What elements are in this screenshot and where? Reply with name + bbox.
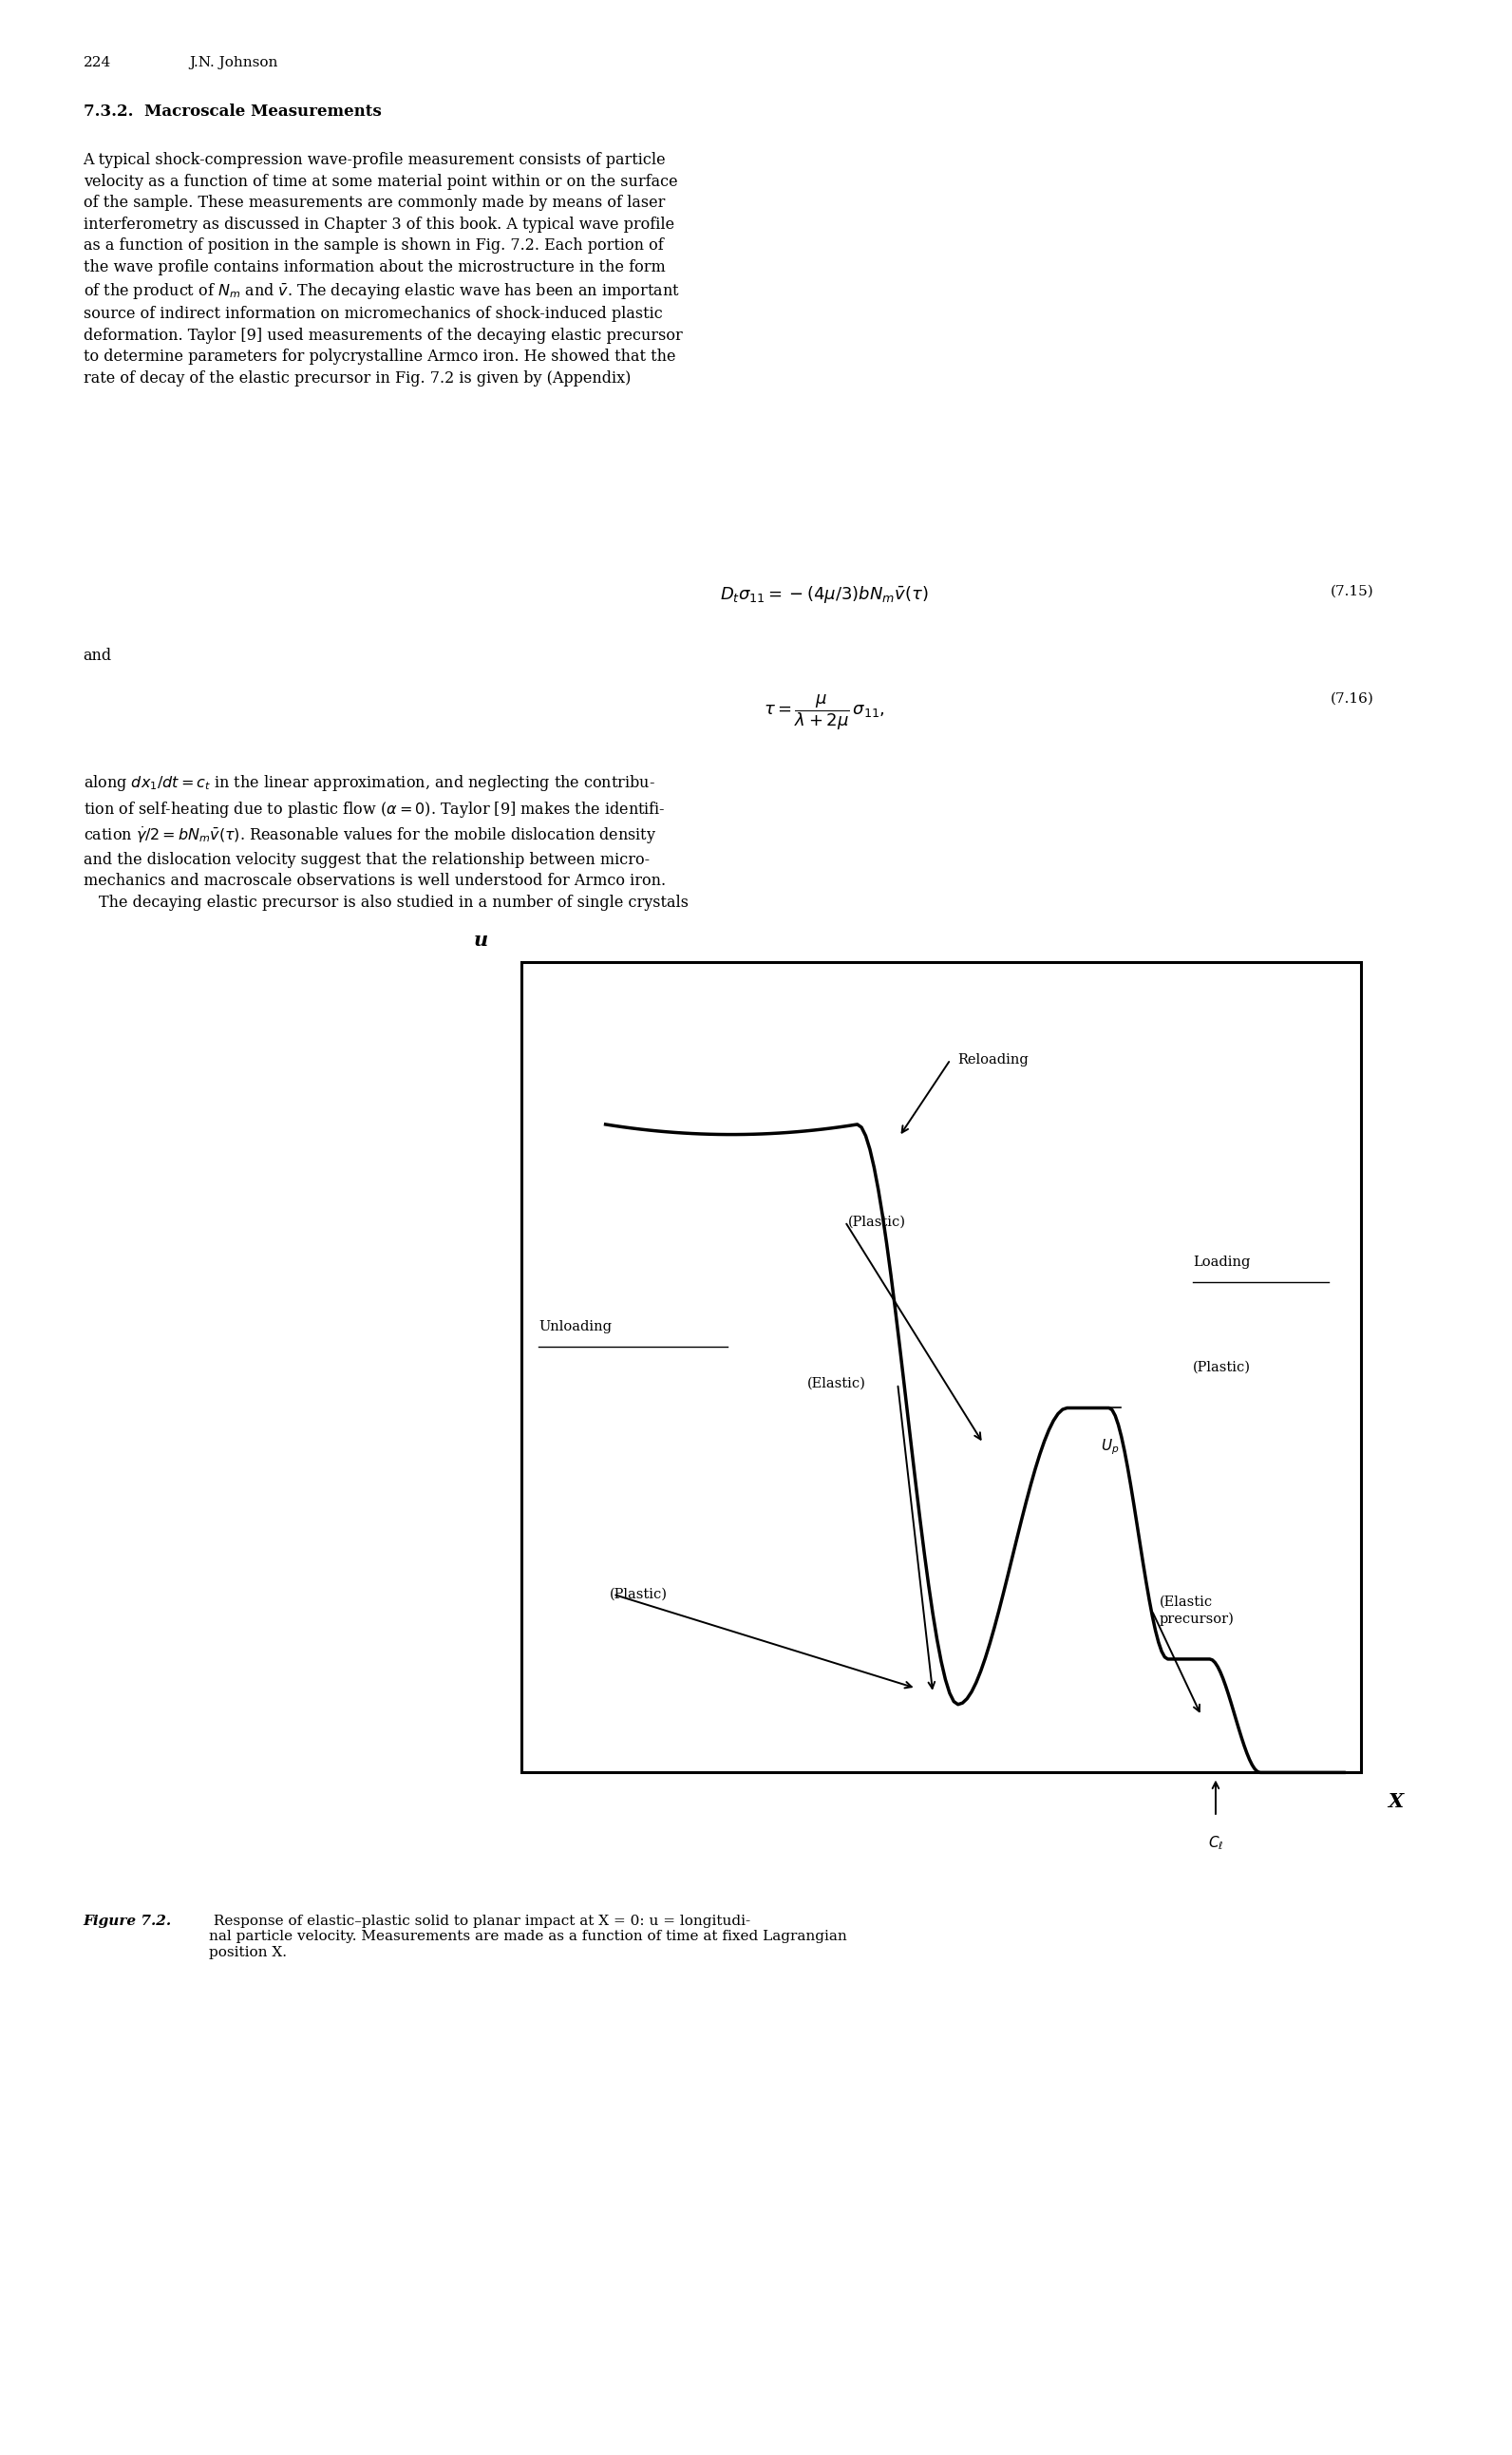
Text: 224: 224 [83, 56, 110, 69]
Text: $D_t\sigma_{11} = -(4\mu/3)bN_m\bar{v}(\tau)$: $D_t\sigma_{11} = -(4\mu/3)bN_m\bar{v}(\… [720, 584, 928, 606]
Text: X: X [1388, 1792, 1403, 1812]
Bar [522, 962, 1361, 1773]
Text: Loading: Loading [1193, 1255, 1250, 1269]
Text: $U_p$: $U_p$ [1101, 1436, 1119, 1456]
Text: A typical shock-compression wave-profile measurement consists of particle
veloci: A typical shock-compression wave-profile… [83, 152, 682, 385]
Text: Unloading: Unloading [538, 1321, 611, 1333]
Text: 7.3.2.  Macroscale Measurements: 7.3.2. Macroscale Measurements [83, 103, 381, 120]
Text: (Plastic): (Plastic) [1193, 1360, 1250, 1375]
Text: (Elastic
precursor): (Elastic precursor) [1160, 1596, 1234, 1625]
Text: (Elastic): (Elastic) [807, 1377, 866, 1390]
Text: $\tau = \dfrac{\mu}{\lambda + 2\mu}\,\sigma_{11},$: $\tau = \dfrac{\mu}{\lambda + 2\mu}\,\si… [764, 692, 885, 732]
Text: (Plastic): (Plastic) [848, 1215, 906, 1228]
Text: Response of elastic–plastic solid to planar impact at X = 0: u = longitudi-
nal : Response of elastic–plastic solid to pla… [209, 1915, 847, 1959]
Text: Figure 7.2.: Figure 7.2. [83, 1915, 171, 1927]
Text: (7.16): (7.16) [1331, 692, 1374, 705]
Text: J.N. Johnson: J.N. Johnson [189, 56, 278, 69]
Text: (Plastic): (Plastic) [609, 1588, 668, 1601]
Text: u: u [473, 930, 488, 950]
Text: (7.15): (7.15) [1331, 584, 1374, 597]
Text: and: and [83, 648, 112, 665]
Text: $C_\ell$: $C_\ell$ [1208, 1834, 1223, 1851]
Text: along $dx_1/dt = c_t$ in the linear approximation, and neglecting the contribu-
: along $dx_1/dt = c_t$ in the linear appr… [83, 773, 688, 911]
Text: Reloading: Reloading [959, 1053, 1030, 1065]
